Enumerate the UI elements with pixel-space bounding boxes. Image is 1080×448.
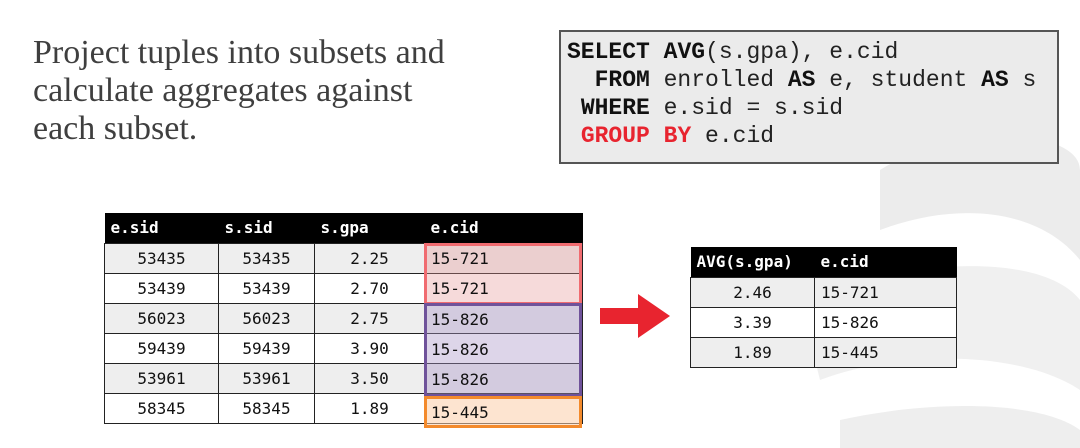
table-cell: 1.89 (314, 392, 425, 424)
table-cell: 56023 (104, 302, 219, 334)
table-cell: 15-445 (814, 336, 957, 368)
description-line-2: calculate aggregates against (33, 72, 413, 109)
table-cell: 15-721 (814, 276, 957, 308)
table-cell: 2.75 (314, 302, 425, 334)
sql-keyword-group: GROUP (580, 123, 650, 149)
table-cell-empty (424, 242, 583, 274)
group-cell: 15-826 (431, 310, 489, 329)
sql-keyword-as-2: AS (981, 67, 1009, 93)
sql-select-columns: (s.gpa), e.cid (705, 39, 899, 65)
sql-line-where: WHERE e.sid = s.sid (567, 94, 1057, 122)
table-cell: 15-826 (814, 306, 957, 338)
table-cell: 53435 (218, 242, 315, 274)
column-header: s.sid (218, 213, 315, 243)
group-box-15-445: 15-445 (424, 396, 582, 428)
sql-line-select: SELECT AVG(s.gpa), e.cid (567, 38, 1057, 66)
sql-query-box: SELECT AVG(s.gpa), e.cid FROM enrolled A… (559, 30, 1059, 164)
table-cell: 53439 (218, 272, 315, 304)
group-cell: 15-445 (431, 403, 489, 422)
sql-keyword-avg: AVG (663, 39, 706, 65)
sql-from-table-1: enrolled (649, 67, 788, 93)
table-cell: 59439 (218, 332, 315, 364)
column-header: e.sid (104, 213, 219, 243)
table-cell: 2.25 (314, 242, 425, 274)
table-cell: 58345 (104, 392, 219, 424)
slide-description: Project tuples into subsets and calculat… (33, 34, 533, 148)
table-cell: 59439 (104, 332, 219, 364)
table-cell-empty (424, 332, 583, 364)
aggregate-result-table: AVG(s.gpa) e.cid 2.46 15-721 3.39 15-826… (690, 247, 957, 368)
table-row: 1.89 15-445 (690, 336, 957, 368)
table-cell: 2.70 (314, 272, 425, 304)
table-cell: 53435 (104, 242, 219, 274)
sql-keyword-by: BY (663, 123, 692, 149)
table-cell: 58345 (218, 392, 315, 424)
sql-where-condition: e.sid = s.sid (649, 95, 844, 121)
table-cell: 2.46 (690, 276, 815, 308)
table-row: 56023 56023 2.75 (104, 302, 583, 334)
table-cell-empty (424, 362, 583, 394)
table-cell: 3.90 (314, 332, 425, 364)
sql-keyword-where: WHERE (580, 95, 650, 121)
table-cell: 53439 (104, 272, 219, 304)
right-arrow-icon (600, 294, 670, 338)
table-row: 2.46 15-721 (690, 276, 957, 308)
group-box-15-721: 15-721 15-721 (424, 243, 582, 305)
description-line-3: each subset. (33, 110, 198, 147)
group-cell: 15-721 (431, 249, 489, 268)
description-line-1: Project tuples into subsets and (33, 34, 445, 71)
table-cell: 1.89 (690, 336, 815, 368)
column-header: s.gpa (314, 213, 425, 243)
sql-from-table-2: e, student (815, 67, 982, 93)
column-header: e.cid (814, 247, 957, 277)
column-header: e.cid (424, 213, 583, 243)
table-cell: 3.39 (690, 306, 815, 338)
group-cell: 15-721 (431, 279, 489, 298)
table-row: 3.39 15-826 (690, 306, 957, 338)
table-cell: 53961 (218, 362, 315, 394)
sql-keyword-as-1: AS (787, 67, 816, 93)
table-cell: 3.50 (314, 362, 425, 394)
table-row: 59439 59439 3.90 (104, 332, 583, 364)
sql-line-groupby: GROUP BY e.cid (567, 122, 1057, 150)
sql-from-alias: s (1008, 67, 1037, 93)
sql-keyword-select: SELECT (567, 39, 650, 65)
table-row: 53961 53961 3.50 (104, 362, 583, 394)
table-cell: 53961 (104, 362, 219, 394)
group-cell: 15-826 (431, 370, 489, 389)
sql-groupby-column: e.cid (691, 123, 775, 149)
table-row: 53439 53439 2.70 (104, 272, 583, 304)
table-header-row: AVG(s.gpa) e.cid (690, 247, 957, 277)
table-cell: 56023 (218, 302, 315, 334)
column-header: AVG(s.gpa) (690, 247, 815, 277)
group-box-15-826: 15-826 15-826 15-826 (424, 303, 582, 397)
table-header-row: e.sid s.sid s.gpa e.cid (104, 213, 583, 243)
group-cell: 15-826 (431, 340, 489, 359)
sql-keyword-from: FROM (594, 67, 650, 93)
sql-line-from: FROM enrolled AS e, student AS s (567, 66, 1057, 94)
table-row: 53435 53435 2.25 (104, 242, 583, 274)
